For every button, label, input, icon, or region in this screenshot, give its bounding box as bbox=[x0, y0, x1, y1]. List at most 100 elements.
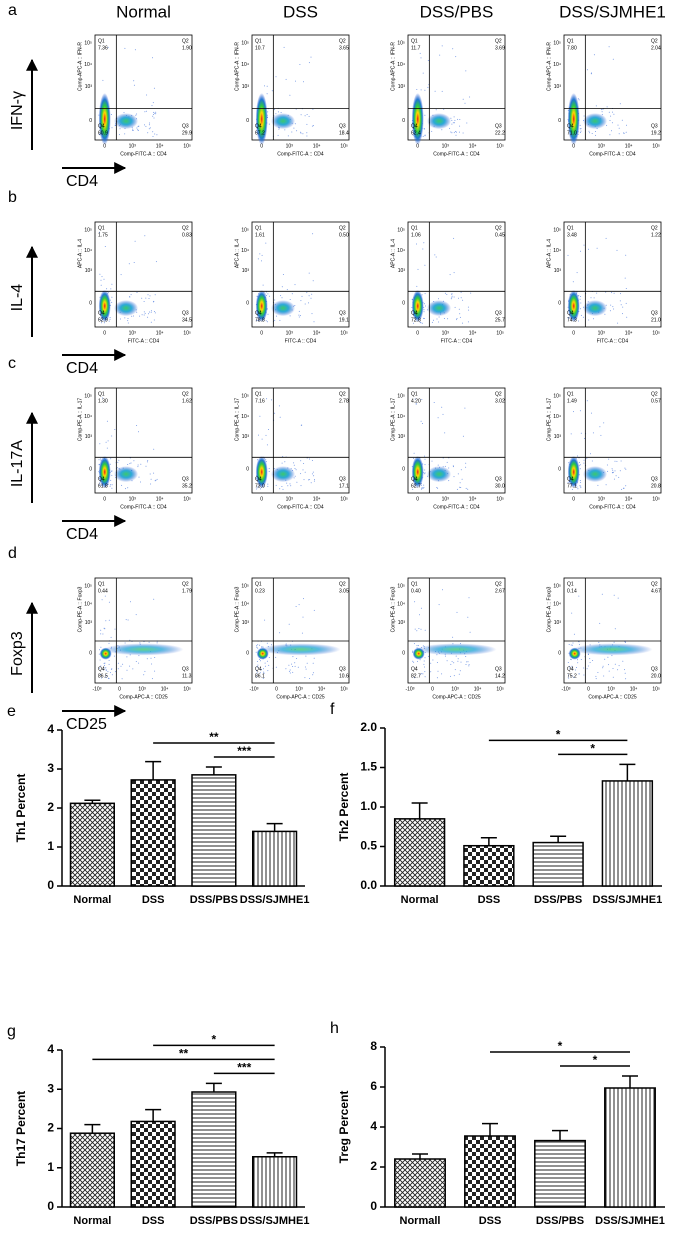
event-dot bbox=[422, 135, 424, 137]
event-dot bbox=[293, 127, 295, 129]
event-dot bbox=[127, 320, 129, 322]
y-axis-title: Comp-PE-A :: IL-17 bbox=[390, 398, 396, 442]
event-dot bbox=[465, 487, 467, 489]
event-dot bbox=[424, 458, 426, 460]
event-dot bbox=[257, 647, 259, 649]
event-dot bbox=[604, 658, 606, 660]
event-dot bbox=[305, 655, 307, 657]
x-tick-label: 10⁵ bbox=[496, 686, 504, 692]
event-dot bbox=[100, 629, 102, 631]
quadrant-value: 2.78 bbox=[339, 398, 349, 404]
y-tick-label: 10³ bbox=[398, 84, 406, 90]
event-dot bbox=[438, 298, 439, 300]
event-dot bbox=[434, 90, 436, 92]
event-dot bbox=[152, 115, 154, 117]
y-tick-label: 1 bbox=[47, 839, 54, 853]
x-tick-label: Normal bbox=[73, 1215, 111, 1227]
event-dot bbox=[577, 98, 579, 100]
event-dot bbox=[295, 469, 297, 471]
event-dot bbox=[103, 322, 105, 324]
event-dot bbox=[117, 662, 119, 664]
event-dot bbox=[580, 481, 582, 483]
event-dot bbox=[423, 311, 425, 313]
event-dot bbox=[583, 115, 585, 117]
quadrant-name: Q3 bbox=[339, 476, 346, 482]
event-dot bbox=[298, 310, 300, 312]
event-dot bbox=[616, 249, 618, 251]
significance-label: * bbox=[590, 742, 595, 756]
quadrant-value: 18.4 bbox=[339, 130, 349, 136]
quadrant-name: Q1 bbox=[567, 38, 574, 44]
event-dot bbox=[437, 417, 439, 419]
event-dot bbox=[109, 672, 111, 674]
event-dot bbox=[438, 321, 440, 323]
event-dot bbox=[436, 662, 438, 663]
x-axis-title: Comp-APC-A :: CD25 bbox=[432, 694, 481, 700]
x-tick-label: 0 bbox=[572, 330, 575, 336]
y-tick-label: 10³ bbox=[398, 620, 406, 626]
event-dot bbox=[595, 131, 596, 132]
event-dot bbox=[155, 111, 157, 113]
event-dot bbox=[313, 475, 315, 477]
event-dot bbox=[578, 673, 580, 675]
event-dot bbox=[571, 488, 573, 490]
quadrant-value: 10.7 bbox=[255, 45, 265, 51]
quadrant-name: Q2 bbox=[651, 391, 658, 397]
event-dot bbox=[603, 675, 605, 677]
quadrant-name: Q2 bbox=[182, 38, 189, 44]
quadrant-value: 1.61 bbox=[255, 232, 265, 238]
event-dot bbox=[113, 655, 115, 657]
event-dot bbox=[430, 662, 432, 664]
y-tick-label: 10³ bbox=[554, 620, 562, 626]
event-dot bbox=[467, 306, 469, 308]
x-axis-title: Comp-FITC-A :: CD4 bbox=[589, 504, 636, 510]
y-tick-label: 8 bbox=[370, 1039, 377, 1053]
event-dot bbox=[124, 317, 126, 319]
x-tick-label: -10³ bbox=[92, 686, 101, 692]
event-dot bbox=[294, 662, 296, 664]
event-dot bbox=[294, 284, 296, 286]
event-dot bbox=[310, 297, 312, 299]
y-tick-label: 10⁵ bbox=[397, 40, 405, 46]
event-dot bbox=[107, 671, 109, 673]
event-dot bbox=[579, 410, 581, 412]
event-dot bbox=[459, 316, 461, 318]
y-tick-label: 10⁴ bbox=[553, 248, 561, 254]
event-dot bbox=[303, 598, 304, 600]
event-dot bbox=[438, 316, 440, 318]
y-tick-label: 10⁵ bbox=[241, 227, 249, 233]
event-dot bbox=[458, 297, 459, 299]
event-dot bbox=[136, 425, 138, 426]
event-dot bbox=[580, 659, 582, 660]
event-dot bbox=[448, 480, 450, 482]
event-dot bbox=[107, 46, 109, 48]
x-tick-label: DSS bbox=[142, 1215, 165, 1227]
event-dot bbox=[103, 662, 105, 664]
event-dot bbox=[608, 111, 610, 113]
event-dot bbox=[462, 98, 464, 100]
event-dot bbox=[120, 665, 122, 667]
event-dot bbox=[450, 131, 452, 133]
event-dot bbox=[419, 674, 421, 676]
x-axis-title: Comp-APC-A :: CD25 bbox=[119, 694, 168, 700]
event-dot bbox=[267, 293, 269, 295]
panel-letter: d bbox=[8, 545, 17, 562]
x-tick-label: 10⁴ bbox=[625, 143, 633, 149]
event-dot bbox=[421, 486, 423, 488]
event-dot bbox=[121, 484, 123, 486]
event-dot bbox=[256, 672, 258, 674]
event-dot bbox=[129, 463, 131, 465]
quadrant-value: 77.1 bbox=[567, 483, 577, 489]
quadrant-name: Q2 bbox=[495, 225, 502, 231]
event-dot bbox=[625, 254, 627, 256]
event-dot bbox=[611, 468, 613, 470]
event-dot bbox=[466, 661, 468, 663]
event-dot bbox=[577, 488, 579, 490]
event-dot bbox=[583, 667, 585, 669]
x-tick-label: 10³ bbox=[129, 330, 137, 336]
event-dot bbox=[99, 318, 101, 320]
event-dot bbox=[133, 84, 135, 86]
event-dot bbox=[280, 295, 282, 297]
x-tick-label: 0 bbox=[260, 496, 263, 502]
